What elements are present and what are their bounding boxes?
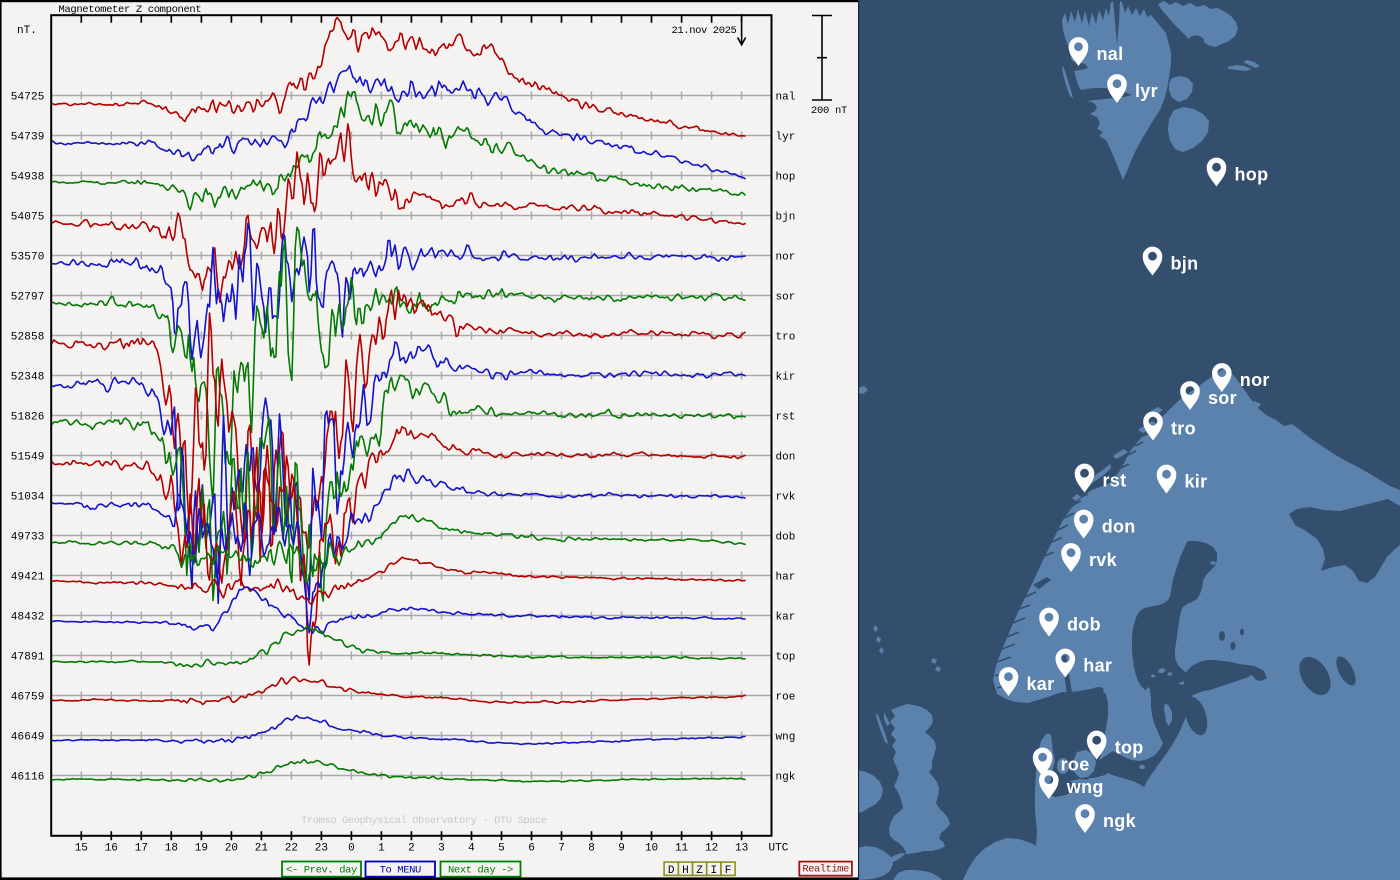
svg-text:17: 17 [135, 842, 148, 854]
svg-text:23: 23 [315, 842, 328, 854]
svg-text:10: 10 [645, 842, 658, 854]
svg-text:12: 12 [705, 842, 718, 854]
svg-text:top: top [776, 652, 796, 664]
svg-text:rvk: rvk [1089, 550, 1118, 570]
svg-text:sor: sor [776, 292, 796, 304]
svg-text:51549: 51549 [11, 452, 45, 464]
svg-text:hop: hop [776, 172, 796, 184]
svg-text:lyr: lyr [1135, 81, 1158, 101]
svg-text:bjn: bjn [776, 212, 796, 224]
svg-text:22: 22 [285, 842, 298, 854]
svg-text:52858: 52858 [11, 332, 45, 344]
svg-text:wng: wng [776, 732, 796, 744]
svg-text:<- Prev. day: <- Prev. day [286, 865, 357, 877]
svg-text:har: har [1083, 656, 1112, 676]
svg-text:51034: 51034 [11, 492, 45, 504]
svg-text:21: 21 [255, 842, 269, 854]
svg-text:nor: nor [776, 252, 796, 264]
svg-text:kar: kar [776, 612, 796, 624]
svg-text:49733: 49733 [11, 532, 45, 544]
svg-text:4: 4 [468, 842, 475, 854]
svg-text:top: top [1115, 738, 1144, 758]
svg-text:Tromso Geophysical Observatory: Tromso Geophysical Observatory - DTU Spa… [301, 815, 547, 827]
svg-text:hop: hop [1235, 165, 1269, 185]
svg-text:3: 3 [438, 842, 445, 854]
svg-text:52348: 52348 [11, 372, 45, 384]
svg-text:49421: 49421 [11, 572, 45, 584]
svg-text:ngk: ngk [1103, 811, 1137, 831]
svg-text:D: D [668, 865, 675, 877]
svg-text:Next day ->: Next day -> [448, 865, 513, 877]
svg-text:I: I [710, 865, 717, 877]
svg-text:6: 6 [528, 842, 535, 854]
svg-text:rvk: rvk [776, 492, 796, 504]
svg-text:F: F [725, 865, 732, 877]
svg-text:54938: 54938 [11, 172, 45, 184]
svg-text:tro: tro [1171, 419, 1196, 439]
svg-text:54739: 54739 [11, 132, 45, 144]
svg-text:don: don [1102, 517, 1136, 537]
svg-text:Realtime: Realtime [802, 864, 849, 876]
svg-text:48432: 48432 [11, 612, 45, 624]
svg-text:7: 7 [558, 842, 565, 854]
svg-text:bjn: bjn [1171, 254, 1199, 274]
svg-text:8: 8 [588, 842, 595, 854]
svg-text:13: 13 [735, 842, 748, 854]
svg-text:sor: sor [1208, 388, 1237, 408]
svg-text:47891: 47891 [11, 652, 45, 664]
svg-text:51826: 51826 [11, 412, 45, 424]
svg-text:15: 15 [75, 842, 88, 854]
svg-text:roe: roe [776, 692, 796, 704]
svg-text:tro: tro [776, 332, 796, 344]
svg-text:200 nT: 200 nT [811, 105, 847, 117]
svg-text:H: H [682, 865, 689, 877]
svg-text:0: 0 [348, 842, 355, 854]
svg-text:11: 11 [675, 842, 689, 854]
svg-text:53570: 53570 [11, 252, 45, 264]
svg-text:52797: 52797 [11, 292, 45, 304]
svg-text:nT.: nT. [17, 25, 37, 37]
svg-text:54075: 54075 [11, 212, 45, 224]
svg-text:wng: wng [1066, 777, 1104, 797]
svg-text:21.nov 2025: 21.nov 2025 [672, 25, 737, 37]
svg-text:2: 2 [408, 842, 415, 854]
svg-text:UTC: UTC [769, 842, 789, 854]
svg-text:har: har [776, 572, 796, 584]
svg-text:dob: dob [776, 532, 796, 544]
svg-text:54725: 54725 [11, 92, 45, 104]
svg-text:kir: kir [776, 372, 796, 384]
svg-text:Z: Z [696, 865, 703, 877]
svg-text:Magnetometer Z component: Magnetometer Z component [59, 4, 202, 16]
svg-text:To MENU: To MENU [380, 865, 421, 877]
svg-text:nal: nal [1097, 44, 1124, 64]
svg-text:16: 16 [105, 842, 118, 854]
svg-text:nor: nor [1240, 370, 1270, 390]
svg-text:nal: nal [776, 92, 796, 104]
svg-text:kir: kir [1185, 472, 1208, 492]
svg-text:46649: 46649 [11, 732, 45, 744]
svg-text:don: don [776, 452, 796, 464]
svg-text:19: 19 [195, 842, 208, 854]
svg-text:1: 1 [378, 842, 385, 854]
svg-text:kar: kar [1027, 674, 1055, 694]
svg-text:5: 5 [498, 842, 505, 854]
svg-text:roe: roe [1061, 755, 1090, 775]
svg-text:18: 18 [165, 842, 178, 854]
svg-text:9: 9 [618, 842, 625, 854]
svg-text:46759: 46759 [11, 692, 45, 704]
svg-text:dob: dob [1067, 615, 1101, 635]
svg-text:rst: rst [1103, 471, 1127, 491]
svg-text:lyr: lyr [776, 132, 796, 144]
svg-text:ngk: ngk [776, 772, 796, 784]
svg-text:rst: rst [776, 412, 796, 424]
svg-text:20: 20 [225, 842, 238, 854]
svg-text:46116: 46116 [11, 772, 45, 784]
